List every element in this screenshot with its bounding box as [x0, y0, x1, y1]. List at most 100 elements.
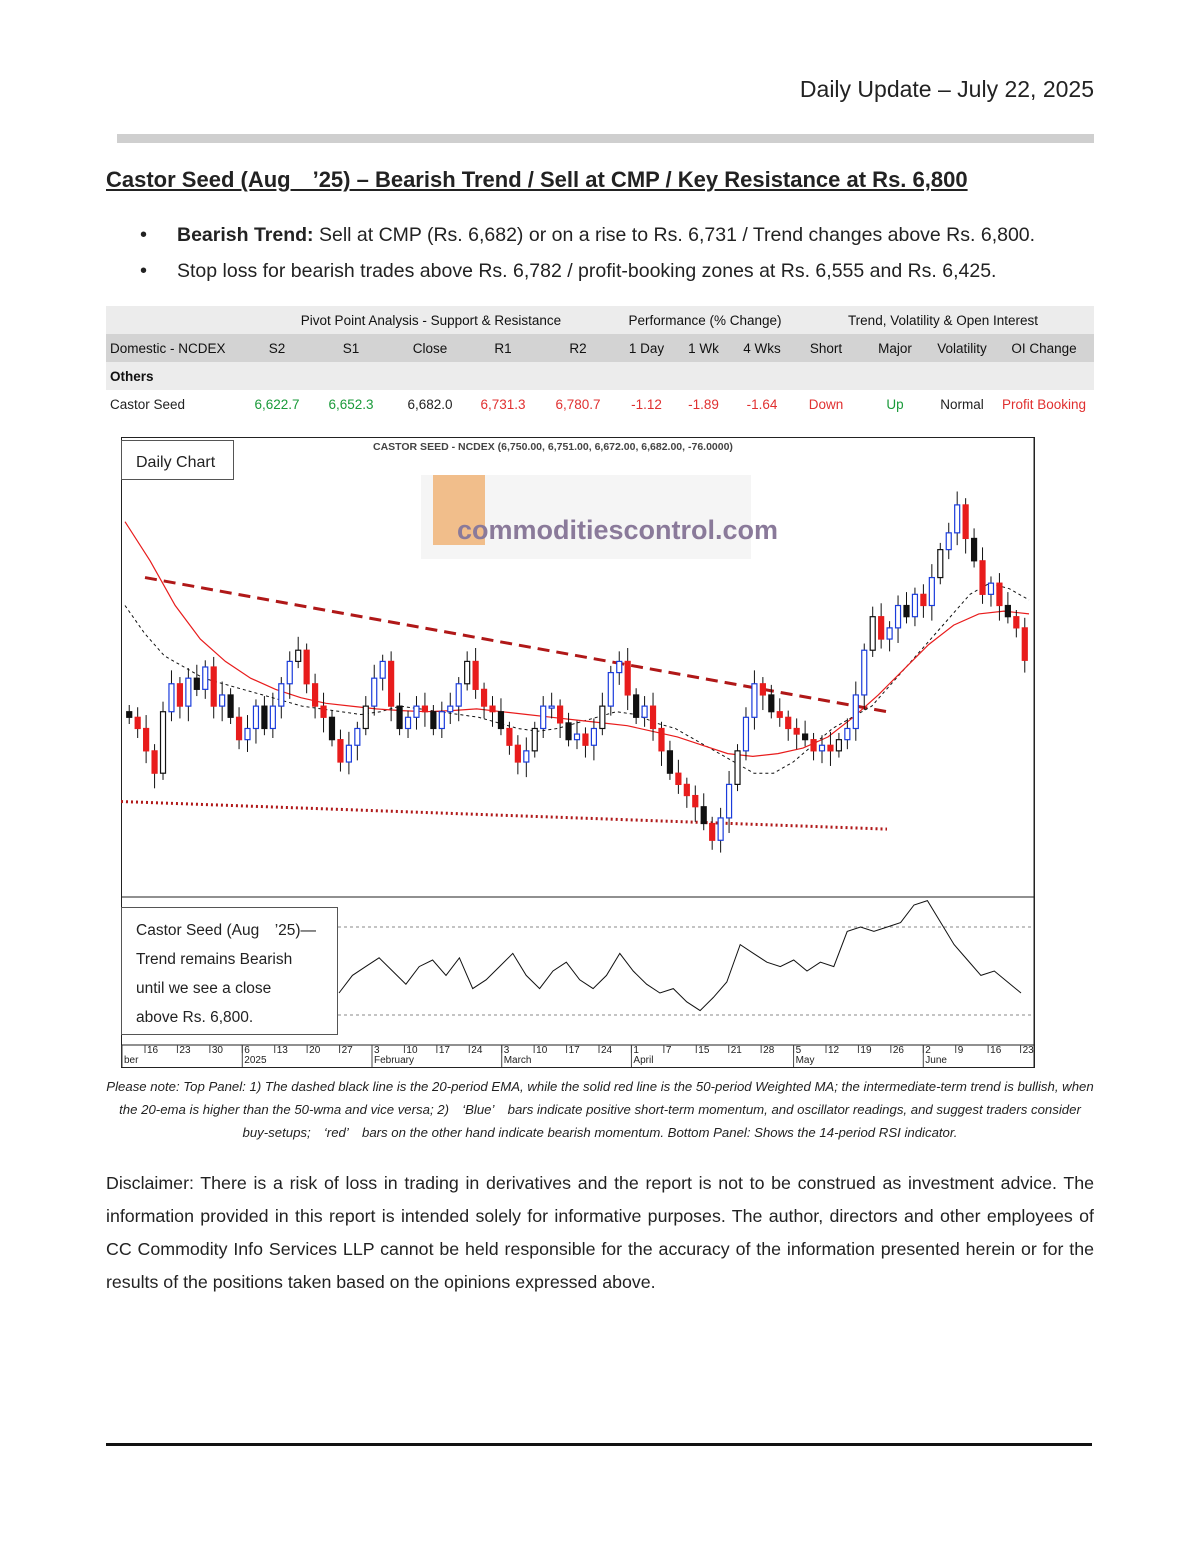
rsi-line: [338, 900, 1022, 1012]
candle-body: [514, 744, 521, 763]
table-cell: 6,652.3: [310, 390, 392, 418]
candle-body: [785, 716, 792, 730]
candle-body: [709, 822, 716, 841]
x-tick-label: ber: [124, 1055, 139, 1066]
candle-body: [286, 660, 293, 685]
table-group-performance: Performance (% Change): [618, 306, 792, 334]
x-tick-label: 19: [860, 1045, 872, 1056]
x-tick-label: 30: [212, 1045, 224, 1056]
candle-body: [548, 705, 555, 709]
candle-body: [649, 705, 657, 730]
candle-body: [202, 666, 209, 690]
moving-averages: [124, 521, 1030, 774]
column-header: 1 Wk: [675, 334, 732, 362]
table-cell: Normal: [930, 390, 994, 418]
x-tick-label: 16: [147, 1045, 159, 1056]
inset-line: until we see a close: [136, 980, 271, 997]
candle-body: [987, 582, 995, 595]
x-tick-label: 17: [439, 1045, 451, 1056]
x-tick-label: 9: [958, 1045, 964, 1056]
candle-body: [244, 727, 251, 741]
table-cell: -1.64: [732, 390, 792, 418]
table-cell: -1.89: [675, 390, 732, 418]
candle-body: [311, 683, 319, 707]
candle-body: [126, 711, 133, 718]
column-header: R1: [468, 334, 538, 362]
table-cell: 6,622.7: [244, 390, 310, 418]
header-divider: [117, 134, 1094, 143]
table-cell: Profit Booking: [994, 390, 1094, 418]
candle-body: [692, 794, 699, 808]
column-header: S1: [310, 334, 392, 362]
candle-body: [886, 627, 893, 640]
candle-body: [861, 649, 868, 696]
candle-body: [675, 772, 682, 785]
candle-body: [700, 806, 707, 825]
x-tick-label: 2025: [244, 1055, 267, 1066]
candle-body: [320, 705, 327, 718]
candle-body: [911, 593, 919, 618]
candle-body: [590, 727, 597, 746]
candle-body: [624, 660, 631, 696]
daily-chart-frame: [121, 440, 234, 480]
bullet-text: Stop loss for bearish trades above Rs. 6…: [177, 260, 997, 282]
candle-body: [168, 683, 175, 713]
candle-body: [996, 582, 1003, 607]
table-cell: -1.12: [618, 390, 675, 418]
candle-body: [354, 727, 361, 746]
x-tick-label: 10: [536, 1045, 548, 1056]
candle-body: [388, 660, 395, 707]
candle-body: [894, 604, 902, 629]
x-tick-label: 21: [731, 1045, 743, 1056]
candle-body: [827, 744, 834, 752]
candle-body: [464, 660, 471, 685]
inset-line: Castor Seed (Aug ’25)—: [136, 922, 317, 939]
bullet-item: Stop loss for bearish trades above Rs. 6…: [140, 254, 1035, 290]
candle-body: [404, 716, 412, 730]
candle-body: [1004, 604, 1011, 618]
candle-body: [151, 750, 158, 774]
table-cell: Up: [860, 390, 930, 418]
candle-body: [523, 750, 530, 763]
x-tick-label: 23: [179, 1045, 191, 1056]
report-title: Castor Seed (Aug ’25) – Bearish Trend / …: [106, 167, 968, 192]
price-chart: commoditiescontrol.com CASTOR SEED - NCD…: [110, 437, 1164, 1068]
candle-body: [844, 727, 851, 741]
candle-body: [261, 705, 268, 730]
candle-body: [878, 616, 885, 640]
x-tick-label: 24: [471, 1045, 483, 1056]
x-tick-label: 24: [601, 1045, 613, 1056]
candle-body: [185, 677, 192, 707]
candle-body: [599, 705, 606, 730]
x-tick-label: 7: [666, 1045, 672, 1056]
x-tick-label: 5: [796, 1045, 802, 1056]
table-cell: 6,731.3: [468, 390, 538, 418]
candle-body: [489, 705, 496, 713]
candle-body: [362, 705, 369, 730]
inset-line: Trend remains Bearish: [136, 951, 292, 968]
column-header: S2: [244, 334, 310, 362]
table-row: Castor Seed 6,622.7 6,652.3 6,682.0 6,731.3 6…: [106, 390, 1094, 418]
x-tick-label: April: [633, 1055, 653, 1066]
x-tick-label: March: [504, 1055, 532, 1066]
candle-body: [683, 783, 690, 797]
candle-body: [616, 660, 623, 674]
x-tick-label: 23: [1023, 1045, 1035, 1056]
candle-body: [810, 739, 817, 752]
candle-body: [869, 616, 876, 651]
x-tick-label: 17: [569, 1045, 581, 1056]
daily-chart-label: Daily Chart: [136, 454, 216, 471]
candle-body: [565, 722, 572, 741]
x-tick-label: 13: [277, 1045, 289, 1056]
candle-body: [607, 671, 614, 707]
bullet-bold: Bearish Trend:: [177, 224, 314, 246]
table-group-pivot: Pivot Point Analysis - Support & Resista…: [244, 306, 618, 334]
table-section-label: Others: [106, 362, 1094, 390]
candle-body: [742, 716, 750, 752]
candle-body: [497, 711, 505, 730]
bullet-text: Sell at CMP (Rs. 6,682) or on a rise to …: [313, 224, 1036, 246]
table-cell: Down: [792, 390, 860, 418]
candle-body: [818, 744, 826, 752]
daily-chart-box: Daily Chart: [121, 440, 234, 480]
x-tick-label: 2: [925, 1045, 931, 1056]
